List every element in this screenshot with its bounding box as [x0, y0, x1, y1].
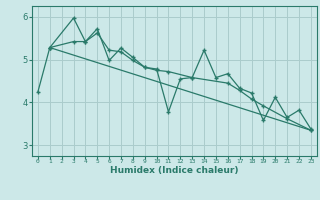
X-axis label: Humidex (Indice chaleur): Humidex (Indice chaleur) [110, 166, 239, 175]
